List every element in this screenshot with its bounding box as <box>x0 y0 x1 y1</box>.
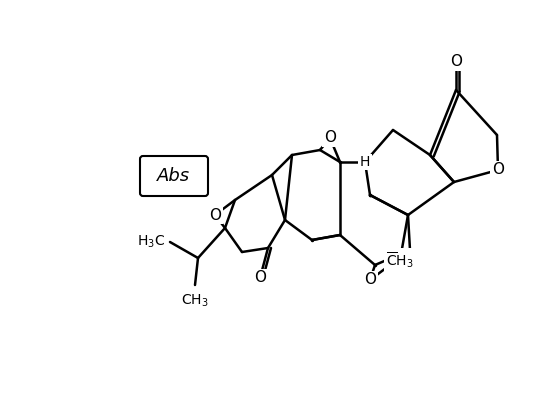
Text: O: O <box>450 54 462 69</box>
Text: $\overline{\mathrm{C}}$H$_3$: $\overline{\mathrm{C}}$H$_3$ <box>386 250 414 270</box>
Text: H: H <box>359 155 371 169</box>
Text: CH$_3$: CH$_3$ <box>181 293 209 310</box>
Text: O: O <box>254 270 267 285</box>
FancyBboxPatch shape <box>140 156 208 196</box>
Text: O: O <box>364 272 376 287</box>
Text: O: O <box>364 272 377 287</box>
Text: H: H <box>360 155 370 169</box>
Text: Abs: Abs <box>157 167 190 185</box>
Text: O: O <box>492 163 504 178</box>
Text: O: O <box>254 270 266 285</box>
Text: O: O <box>209 208 221 223</box>
Text: O: O <box>208 208 222 223</box>
Text: O: O <box>449 54 463 69</box>
Text: H$_3$C: H$_3$C <box>137 234 165 250</box>
Text: O: O <box>323 131 337 146</box>
Text: O: O <box>492 163 504 178</box>
Text: O: O <box>324 131 336 146</box>
